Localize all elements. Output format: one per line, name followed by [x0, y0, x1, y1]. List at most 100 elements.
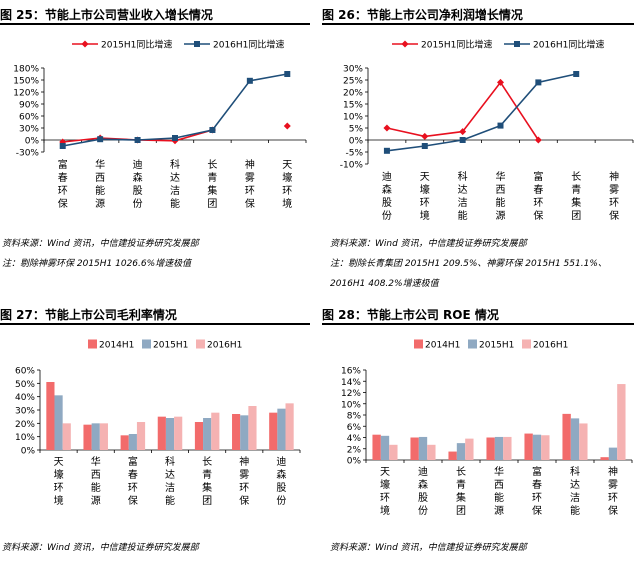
svg27-bar	[194, 422, 204, 450]
svg28-bar	[617, 384, 626, 460]
svg28-ytick-label: 8%	[347, 412, 362, 422]
svg27-ytick-label: 20%	[15, 420, 35, 430]
svg27-bar	[99, 423, 108, 450]
svg25-data-point	[209, 127, 216, 133]
svg26-ytick-label: 10%	[343, 113, 363, 123]
svg27-bar	[62, 423, 71, 450]
svg27-bar	[120, 435, 129, 450]
svg25-category-label: 科达洁能	[170, 158, 180, 210]
svg26-data-point	[459, 128, 467, 136]
svg26-legend-marker	[401, 40, 409, 48]
chart-28-source: 资料来源：Wind 资讯，中信建投证券研究发展部	[330, 543, 527, 553]
svg28-legend-swatch	[522, 339, 531, 349]
svg25-category-label: 富春环保	[58, 158, 68, 210]
svg28-bar	[494, 436, 504, 460]
svg27-legend-label: 2016H1	[207, 341, 242, 351]
svg28-ytick-label: 10%	[341, 400, 361, 410]
svg27-category-label: 迪森股份	[276, 456, 286, 507]
svg28-legend-swatch	[414, 339, 423, 349]
svg26-legend-label: 2015H1同比增速	[421, 39, 492, 51]
svg28-bar	[524, 433, 533, 460]
svg28-legend-label: 2016H1	[533, 341, 568, 351]
svg27-ytick-label: 10%	[15, 433, 35, 443]
svg26-data-point	[421, 143, 428, 149]
svg25-category-label: 神雾环保	[245, 158, 255, 210]
svg26-category-label: 富春环保	[533, 170, 543, 222]
svg26-category-label: 科达洁能	[458, 170, 468, 222]
chart-27: 2014H1 2015H1 2016H1 60% 50% 40% 30% 20% 10% 0% 天壕…	[15, 339, 301, 507]
chart-26-note-2: 2016H1 408.2%增速极值	[330, 279, 439, 289]
svg27-ytick-label: 50%	[15, 380, 35, 390]
svg25-data-point	[283, 122, 291, 130]
svg27-bar	[165, 418, 175, 450]
svg27-legend-label: 2015H1	[153, 341, 188, 351]
svg28-ytick-label: 14%	[341, 378, 361, 388]
svg28-category-label: 长青集团	[456, 466, 466, 517]
svg26-data-point	[534, 136, 542, 144]
svg26-data-point	[535, 79, 542, 86]
svg27-legend-label: 2014H1	[99, 341, 134, 351]
svg27-category-label: 华西能源	[91, 455, 101, 507]
chart-25-panel: 图 25：节能上市公司营业收入增长情况 2015H1同比增速 2016H1同比增速…	[0, 0, 318, 285]
svg28-bar	[541, 435, 550, 460]
svg26-category-label: 华西能源	[496, 170, 506, 222]
chart-25-title: 图 25：节能上市公司营业收入增长情况	[0, 6, 310, 25]
chart-25-source: 资料来源：Wind 资讯，中信建投证券研究发展部	[2, 239, 199, 249]
svg27-bar	[203, 418, 212, 450]
svg27-ytick-label: 0%	[21, 447, 36, 457]
svg26-data-point	[497, 122, 504, 129]
svg26-data-point	[383, 124, 391, 132]
svg26-category-label: 迪森股份	[382, 171, 392, 222]
svg28-ytick-label: 6%	[347, 423, 362, 433]
svg26-data-point	[459, 137, 466, 143]
svg28-bar	[448, 451, 457, 460]
svg28-bar	[465, 438, 474, 460]
svg27-category-label: 富春环保	[128, 455, 138, 507]
svg28-bar	[418, 436, 428, 460]
svg25-category-label: 华西能源	[95, 158, 105, 210]
svg25-ytick-label: 30%	[19, 125, 39, 135]
svg25-legend-label: 2016H1同比增速	[213, 39, 284, 51]
svg25-data-point	[59, 143, 66, 149]
svg25-data-point	[97, 136, 104, 143]
svg26-ytick-label: 25%	[343, 77, 363, 87]
svg27-ytick-label: 40%	[15, 393, 35, 403]
svg26-ytick-label: 5%	[349, 125, 364, 135]
chart-26-source: 资料来源：Wind 资讯，中信建投证券研究发展部	[330, 239, 527, 249]
svg27-bar	[83, 424, 92, 450]
chart-26-note-1: 注：剔除长青集团 2015H1 209.5%、神雾环保 2015H1 551.1…	[330, 259, 607, 269]
chart-27-panel: 图 27：节能上市公司毛利率情况 2014H1 2015H1 2016H1 60% 50…	[0, 300, 318, 561]
svg26-category-label: 神雾环保	[609, 170, 619, 222]
svg28-bar	[562, 413, 571, 460]
svg27-bar	[136, 422, 146, 450]
svg26-data-point	[421, 132, 429, 140]
svg25-category-label: 迪森股份	[133, 159, 143, 210]
svg27-bar	[46, 382, 55, 450]
svg28-ytick-label: 4%	[347, 434, 362, 444]
svg27-category-label: 长青集团	[202, 456, 212, 507]
chart-26-panel: 图 26：节能上市公司净利润增长情况 2015H1同比增速 2016H1同比增速 3…	[322, 0, 639, 295]
svg26-category-label: 天壕环境	[420, 172, 430, 222]
svg28-bar	[427, 444, 436, 460]
svg27-bar	[128, 434, 137, 450]
svg27-category-label: 科达洁能	[165, 455, 175, 507]
svg28-bar	[570, 418, 580, 460]
svg26-ytick-label: 0%	[349, 137, 364, 147]
svg25-category-label: 长青集团	[207, 159, 217, 210]
svg28-ytick-label: 2%	[347, 445, 362, 455]
svg25-data-point	[172, 135, 178, 141]
svg25-ytick-label: 60%	[19, 113, 39, 123]
svg27-category-label: 天壕环境	[54, 457, 64, 507]
svg28-legend-label: 2014H1	[425, 341, 460, 351]
svg28-ytick-label: 12%	[341, 389, 361, 399]
svg27-legend-swatch	[88, 339, 97, 349]
svg27-bar	[157, 416, 166, 450]
svg25-legend-marker	[81, 40, 89, 48]
svg28-bar	[456, 443, 466, 460]
svg26-data-point	[573, 71, 580, 77]
svg28-bar	[608, 447, 618, 460]
svg27-bar	[174, 416, 183, 450]
svg25-ytick-label: 180%	[13, 65, 39, 75]
svg27-bar	[269, 412, 278, 450]
chart-26: 2015H1同比增速 2016H1同比增速 30% 25% 20% 15% 10% 5% 0% -…	[340, 39, 634, 222]
